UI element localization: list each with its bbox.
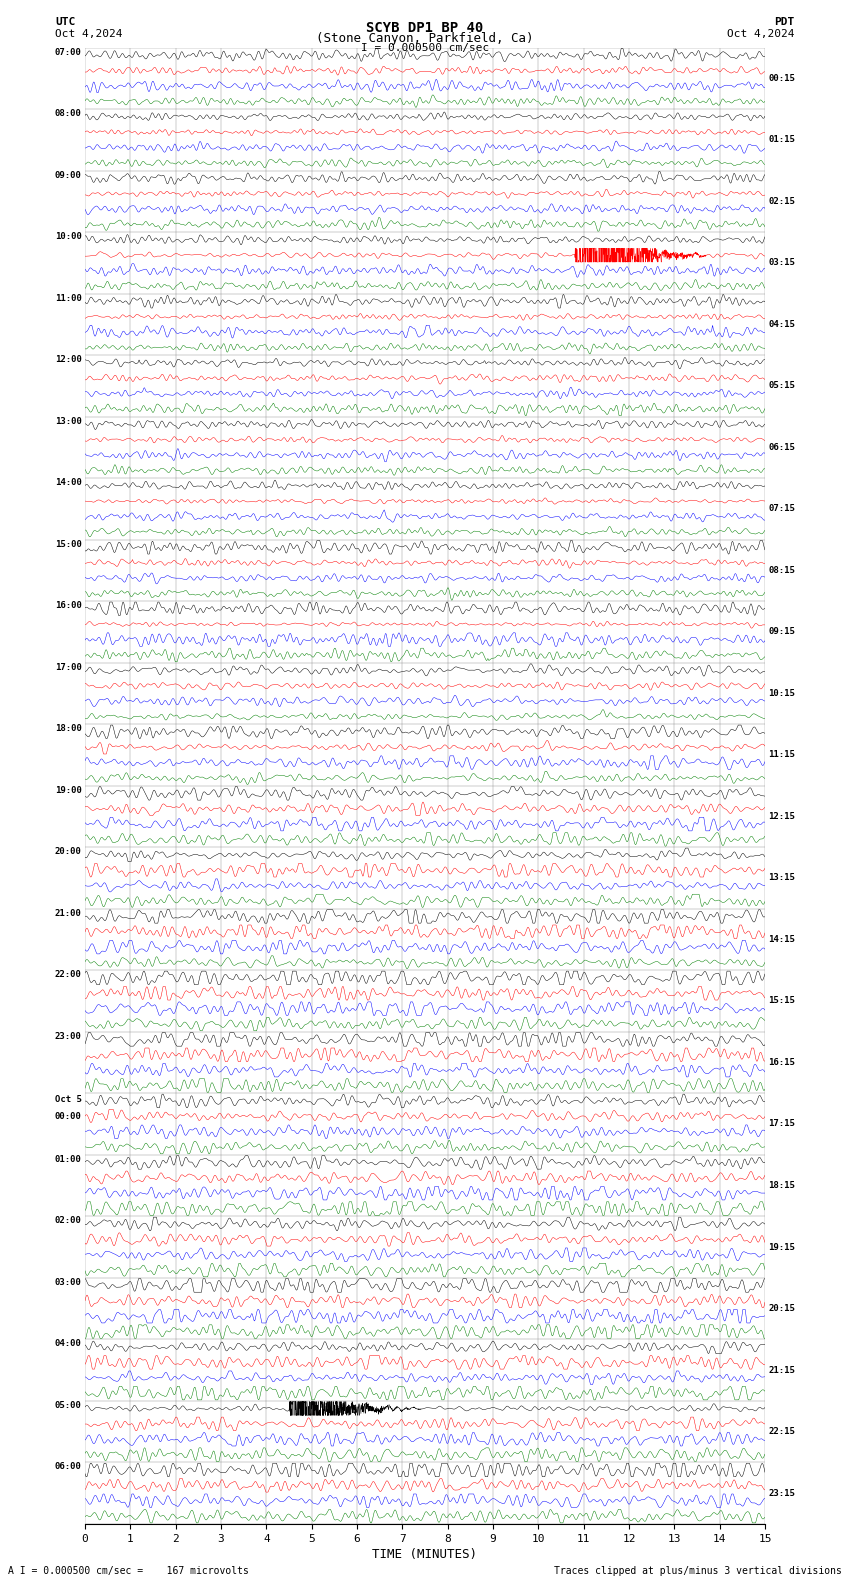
Text: 13:00: 13:00 xyxy=(54,417,82,426)
Text: 23:15: 23:15 xyxy=(768,1489,796,1497)
Text: 05:00: 05:00 xyxy=(54,1400,82,1410)
Text: 18:00: 18:00 xyxy=(54,724,82,733)
Text: 11:00: 11:00 xyxy=(54,293,82,303)
Text: 20:00: 20:00 xyxy=(54,847,82,857)
Text: 15:00: 15:00 xyxy=(54,540,82,548)
Text: 06:15: 06:15 xyxy=(768,444,796,451)
Text: 14:15: 14:15 xyxy=(768,935,796,944)
Text: 17:00: 17:00 xyxy=(54,662,82,672)
Text: 16:15: 16:15 xyxy=(768,1058,796,1068)
Text: 18:15: 18:15 xyxy=(768,1182,796,1190)
Text: UTC: UTC xyxy=(55,17,76,27)
Text: 04:00: 04:00 xyxy=(54,1338,82,1348)
X-axis label: TIME (MINUTES): TIME (MINUTES) xyxy=(372,1548,478,1560)
Text: 12:15: 12:15 xyxy=(768,813,796,821)
Text: (Stone Canyon, Parkfield, Ca): (Stone Canyon, Parkfield, Ca) xyxy=(316,32,534,44)
Text: 19:00: 19:00 xyxy=(54,786,82,795)
Text: 20:15: 20:15 xyxy=(768,1304,796,1313)
Text: 00:15: 00:15 xyxy=(768,74,796,82)
Text: 01:00: 01:00 xyxy=(54,1155,82,1164)
Text: 16:00: 16:00 xyxy=(54,600,82,610)
Text: 05:15: 05:15 xyxy=(768,382,796,390)
Text: I = 0.000500 cm/sec: I = 0.000500 cm/sec xyxy=(361,43,489,52)
Text: 07:00: 07:00 xyxy=(54,48,82,57)
Text: Oct 5: Oct 5 xyxy=(54,1095,82,1104)
Text: Oct 4,2024: Oct 4,2024 xyxy=(55,29,122,38)
Text: 03:00: 03:00 xyxy=(54,1278,82,1286)
Text: 08:15: 08:15 xyxy=(768,565,796,575)
Text: 09:00: 09:00 xyxy=(54,171,82,179)
Text: 17:15: 17:15 xyxy=(768,1120,796,1128)
Text: 07:15: 07:15 xyxy=(768,504,796,513)
Text: 01:15: 01:15 xyxy=(768,135,796,144)
Text: 02:00: 02:00 xyxy=(54,1217,82,1226)
Text: 22:00: 22:00 xyxy=(54,969,82,979)
Text: A I = 0.000500 cm/sec =    167 microvolts: A I = 0.000500 cm/sec = 167 microvolts xyxy=(8,1567,249,1576)
Text: 21:00: 21:00 xyxy=(54,909,82,917)
Text: 02:15: 02:15 xyxy=(768,196,796,206)
Text: 21:15: 21:15 xyxy=(768,1365,796,1375)
Text: 13:15: 13:15 xyxy=(768,873,796,882)
Text: PDT: PDT xyxy=(774,17,795,27)
Text: 19:15: 19:15 xyxy=(768,1242,796,1251)
Text: 00:00: 00:00 xyxy=(54,1112,82,1120)
Text: SCYB DP1 BP 40: SCYB DP1 BP 40 xyxy=(366,21,484,35)
Text: 10:00: 10:00 xyxy=(54,231,82,241)
Text: Traces clipped at plus/minus 3 vertical divisions: Traces clipped at plus/minus 3 vertical … xyxy=(553,1567,842,1576)
Text: 22:15: 22:15 xyxy=(768,1427,796,1437)
Text: 04:15: 04:15 xyxy=(768,320,796,329)
Text: 06:00: 06:00 xyxy=(54,1462,82,1472)
Text: 08:00: 08:00 xyxy=(54,109,82,119)
Text: Oct 4,2024: Oct 4,2024 xyxy=(728,29,795,38)
Text: 12:00: 12:00 xyxy=(54,355,82,364)
Text: 11:15: 11:15 xyxy=(768,751,796,759)
Text: 10:15: 10:15 xyxy=(768,689,796,699)
Text: 09:15: 09:15 xyxy=(768,627,796,637)
Text: 14:00: 14:00 xyxy=(54,478,82,488)
Text: 03:15: 03:15 xyxy=(768,258,796,268)
Text: 15:15: 15:15 xyxy=(768,996,796,1006)
Text: 23:00: 23:00 xyxy=(54,1031,82,1041)
